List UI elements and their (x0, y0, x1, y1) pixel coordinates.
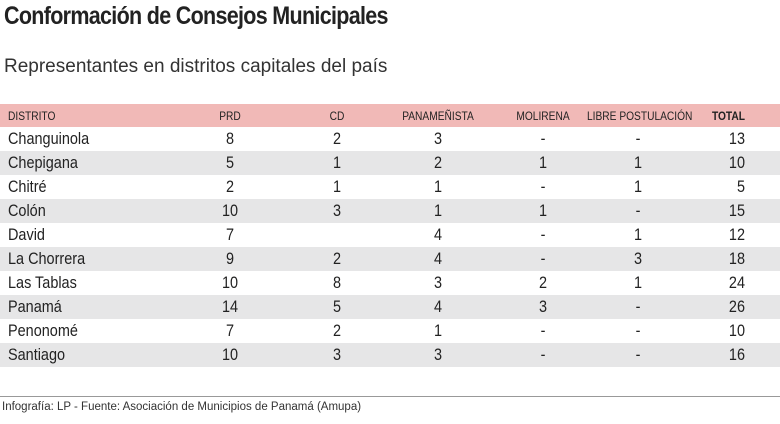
value-cell: 16 (728, 345, 745, 364)
value-cell: 8 (332, 273, 342, 292)
page-title: Conformación de Consejos Municipales (4, 2, 388, 30)
value-cell: 2 (538, 273, 548, 292)
value-cell: 1 (633, 177, 643, 196)
value-cell: 1 (538, 201, 548, 220)
table-row: Panamá 14 5 4 3 - 26 (0, 295, 780, 319)
value-cell: 7 (225, 321, 235, 340)
value-cell: 1 (633, 225, 643, 244)
value-cell: 1 (433, 321, 443, 340)
value-cell: 10 (221, 345, 239, 364)
value-cell: 4 (433, 249, 443, 268)
column-header: PRD (219, 108, 241, 123)
value-cell: - (540, 129, 546, 148)
column-header: CD (329, 108, 345, 123)
value-cell: 10 (728, 321, 745, 340)
value-cell: 1 (433, 177, 443, 196)
value-cell: 10 (221, 201, 239, 220)
district-cell: Penonomé (8, 321, 78, 340)
value-cell: 2 (332, 249, 342, 268)
value-cell: 13 (728, 129, 745, 148)
table-row: Changuinola 8 2 3 - - 13 (0, 127, 780, 151)
district-cell: Santiago (8, 345, 66, 364)
value-cell: 4 (433, 225, 443, 244)
value-cell: 2 (332, 321, 342, 340)
district-cell: La Chorrera (8, 249, 86, 268)
value-cell: - (635, 201, 641, 220)
value-cell: - (540, 249, 546, 268)
value-cell: 3 (332, 345, 342, 364)
value-cell: - (540, 321, 546, 340)
value-cell: - (635, 129, 641, 148)
column-header: DISTRITO (8, 108, 56, 123)
value-cell: 9 (225, 249, 235, 268)
column-header: TOTAL (711, 108, 745, 123)
table-row: Chepigana 5 1 2 1 1 10 (0, 151, 780, 175)
value-cell: 5 (225, 153, 235, 172)
value-cell: 5 (736, 177, 745, 196)
value-cell: 2 (433, 153, 443, 172)
value-cell: 1 (633, 153, 643, 172)
column-header: LIBRE POSTULACIÓN (587, 108, 693, 123)
value-cell: 2 (332, 129, 342, 148)
value-cell: 3 (433, 129, 443, 148)
table-row: David 7 4 - 1 12 (0, 223, 780, 247)
value-cell: - (540, 345, 546, 364)
value-cell: 1 (433, 201, 443, 220)
source-credit: Infografía: LP - Fuente: Asociación de M… (2, 401, 362, 413)
value-cell: - (540, 177, 546, 196)
district-cell: Panamá (8, 297, 62, 316)
value-cell: 26 (728, 297, 745, 316)
district-cell: Colón (8, 201, 46, 220)
value-cell: 18 (728, 249, 745, 268)
table-row: Colón 10 3 1 1 - 15 (0, 199, 780, 223)
value-cell: - (635, 321, 641, 340)
value-cell: 3 (633, 249, 643, 268)
table-row: Santiago 10 3 3 - - 16 (0, 343, 780, 367)
value-cell: - (540, 225, 546, 244)
page-subtitle: Representantes en distritos capitales de… (4, 56, 388, 77)
value-cell: 12 (728, 225, 745, 244)
district-cell: Las Tablas (8, 273, 77, 292)
district-cell: David (8, 225, 45, 244)
table-row: Las Tablas 10 8 3 2 1 24 (0, 271, 780, 295)
table-header-row: DISTRITO PRD CD PANAMEÑISTA MOLIRENA LIBRE PO… (0, 104, 780, 127)
column-header: MOLIRENA (516, 108, 570, 123)
value-cell: 7 (225, 225, 235, 244)
district-cell: Changuinola (8, 129, 90, 148)
value-cell: - (635, 345, 641, 364)
table-row: Chitré 2 1 1 - 1 5 (0, 175, 780, 199)
council-table: DISTRITO PRD CD PANAMEÑISTA MOLIRENA LIBRE PO… (0, 104, 780, 367)
value-cell: 3 (538, 297, 548, 316)
value-cell: 10 (728, 153, 745, 172)
value-cell: 3 (332, 201, 342, 220)
column-header: PANAMEÑISTA (402, 108, 474, 123)
value-cell: 5 (332, 297, 342, 316)
value-cell: 3 (433, 273, 443, 292)
value-cell: 14 (221, 297, 239, 316)
value-cell: 1 (633, 273, 643, 292)
value-cell: 2 (225, 177, 235, 196)
value-cell: 15 (728, 201, 745, 220)
value-cell: 10 (221, 273, 239, 292)
district-cell: Chitré (8, 177, 47, 196)
value-cell: - (635, 297, 641, 316)
value-cell: 1 (538, 153, 548, 172)
table-row: Penonomé 7 2 1 - - 10 (0, 319, 780, 343)
value-cell: 24 (728, 273, 745, 292)
value-cell: 1 (332, 153, 342, 172)
value-cell: 1 (332, 177, 342, 196)
table-row: La Chorrera 9 2 4 - 3 18 (0, 247, 780, 271)
footer-divider (0, 396, 780, 397)
district-cell: Chepigana (8, 153, 78, 172)
value-cell: 8 (225, 129, 235, 148)
value-cell: 3 (433, 345, 443, 364)
value-cell: 4 (433, 297, 443, 316)
